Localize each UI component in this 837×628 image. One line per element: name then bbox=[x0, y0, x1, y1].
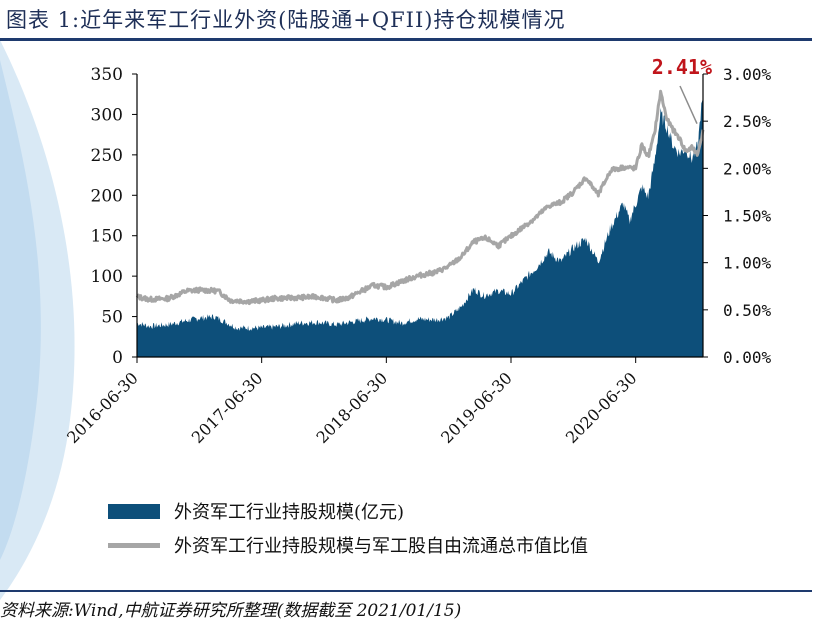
legend-item-line: 外资军工行业持股规模与军工股自由流通总市值比值 bbox=[108, 528, 588, 562]
annotation-pointer bbox=[679, 85, 698, 124]
y-left-tick-label: 0 bbox=[112, 348, 123, 368]
y-left-tick-label: 300 bbox=[91, 105, 123, 125]
y-left-tick-label: 250 bbox=[91, 146, 123, 166]
line-series-ratio bbox=[135, 89, 705, 306]
y-right-tick-label: 0.50% bbox=[723, 301, 772, 320]
title-rule bbox=[0, 38, 812, 41]
x-tick-label: 2017-06-30 bbox=[188, 368, 267, 447]
source-rule bbox=[0, 590, 812, 592]
y-right-tick-label: 0.00% bbox=[723, 348, 772, 367]
y-left-tick-label: 50 bbox=[101, 308, 123, 328]
y-right-tick-label: 1.50% bbox=[723, 207, 772, 226]
x-tick-label: 2019-06-30 bbox=[437, 368, 516, 447]
annotation-label: 2.41% bbox=[652, 55, 712, 79]
area-series-holdings bbox=[137, 98, 703, 358]
legend: 外资军工行业持股规模(亿元) 外资军工行业持股规模与军工股自由流通总市值比值 bbox=[108, 494, 588, 562]
y-left-tick-label: 150 bbox=[91, 227, 123, 247]
chart-title: 图表 1:近年来军工行业外资(陆股通+QFII)持仓规模情况 bbox=[6, 8, 566, 32]
y-right-tick-label: 2.50% bbox=[723, 112, 772, 131]
x-tick-label: 2016-06-30 bbox=[63, 368, 142, 447]
y-right-tick-label: 2.00% bbox=[723, 159, 772, 178]
y-left-tick-label: 100 bbox=[91, 267, 123, 287]
legend-item-area: 外资军工行业持股规模(亿元) bbox=[108, 494, 588, 528]
y-left-tick-label: 200 bbox=[91, 186, 123, 206]
source-note: 资料来源:Wind,中航证券研究所整理(数据截至 2021/01/15) bbox=[0, 601, 462, 621]
legend-label-line: 外资军工行业持股规模与军工股自由流通总市值比值 bbox=[174, 536, 588, 557]
x-tick-label: 2020-06-30 bbox=[562, 368, 641, 447]
legend-swatch-area bbox=[108, 503, 160, 519]
y-right-tick-label: 1.00% bbox=[723, 254, 772, 273]
x-tick-label: 2018-06-30 bbox=[313, 368, 392, 447]
legend-swatch-line bbox=[108, 542, 160, 548]
y-left-tick-label: 350 bbox=[91, 65, 123, 85]
legend-label-area: 外资军工行业持股规模(亿元) bbox=[174, 502, 405, 523]
y-right-tick-label: 3.00% bbox=[723, 65, 772, 84]
